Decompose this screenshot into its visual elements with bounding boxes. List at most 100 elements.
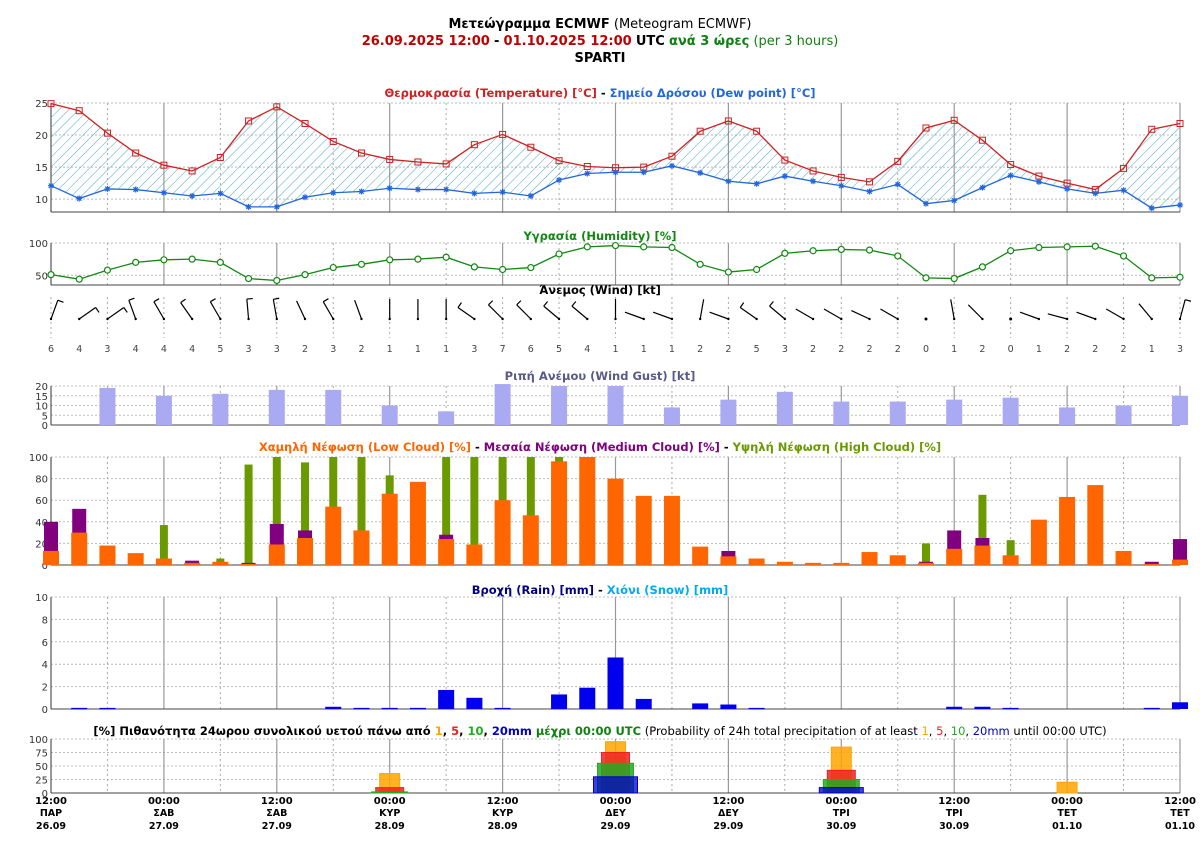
wind-speed-label: 1 <box>415 344 421 355</box>
time-label: 00:00 <box>1051 796 1083 807</box>
temperature-point <box>470 141 478 149</box>
wind-barb-origin <box>981 317 984 321</box>
wind-speed-label: 3 <box>104 344 110 355</box>
low-cloud-bar <box>240 563 257 565</box>
gust-bar <box>663 407 680 425</box>
time-label: 12:00 <box>712 796 744 807</box>
wind-barb <box>180 298 193 320</box>
humidity-point <box>640 243 648 251</box>
temperature-point <box>555 157 563 165</box>
wind-barb <box>516 300 532 320</box>
wind-speed-label: 1 <box>612 344 618 355</box>
probability-bar <box>593 776 638 794</box>
cloud-ytick: 40 <box>35 518 48 529</box>
rain-ytick: 6 <box>42 638 48 649</box>
rain-bar <box>607 657 624 709</box>
gust-bar <box>438 411 455 425</box>
probability-ytick: 100 <box>29 735 48 746</box>
dewpoint-point <box>922 200 929 207</box>
meteogram-header: Μετεώγραμμα ECMWF (Meteogram ECMWF) 26.0… <box>0 16 1200 67</box>
temperature-point <box>273 103 281 111</box>
wind-speed-label: 5 <box>217 344 223 355</box>
rain-bar <box>635 698 652 709</box>
header-title-line: Μετεώγραμμα ECMWF (Meteogram ECMWF) <box>0 16 1200 33</box>
time-label: 12:00 <box>487 796 519 807</box>
low-cloud-bar <box>889 555 906 565</box>
humidity-ytick: 100 <box>29 239 48 250</box>
wind-speed-label: 1 <box>641 344 647 355</box>
wind-barb-origin <box>727 317 730 321</box>
wind-barb <box>107 307 128 320</box>
cloud-ytick: 60 <box>35 496 48 507</box>
temperature-point <box>1148 125 1156 133</box>
dewpoint-point <box>894 181 901 188</box>
humidity-point <box>414 255 422 263</box>
low-cloud-bar <box>1030 519 1047 565</box>
probability-ytick: 50 <box>35 762 48 773</box>
rain-bar <box>1143 707 1160 710</box>
cloud-title-part: Υψηλή Νέφωση (High Cloud) [%] <box>732 440 942 454</box>
temperature-point <box>75 107 83 115</box>
humidity-point <box>1176 273 1184 281</box>
probability-title-part: 20mm <box>973 724 1010 738</box>
dewpoint-point <box>386 185 393 192</box>
high-cloud-bar <box>272 457 281 565</box>
gust-bar <box>325 389 342 425</box>
temperature-point <box>696 127 704 135</box>
wind-barb-origin <box>444 317 448 321</box>
gust-ytick: 10 <box>35 402 48 413</box>
wind-speed-label: 7 <box>500 344 506 355</box>
medium-cloud-bar <box>1144 561 1159 565</box>
low-cloud-bar <box>466 544 483 565</box>
rain-ytick: 8 <box>42 615 48 626</box>
wind-barb-origin <box>953 317 956 321</box>
gust-ytick: 5 <box>42 411 48 422</box>
wind-barb <box>624 311 644 320</box>
wind-speed-label: 2 <box>697 344 703 355</box>
humidity-point <box>301 271 309 279</box>
low-cloud-bar <box>522 515 539 565</box>
wind-barb-origin <box>1150 317 1153 321</box>
probability-title-part: , <box>965 724 972 738</box>
temperature-point <box>724 117 732 125</box>
day-label: ΤΕΤ <box>1057 808 1077 819</box>
day-label: ΔΕΥ <box>718 808 739 819</box>
day-label: ΚΥΡ <box>492 808 513 819</box>
day-label: ΤΕΤ <box>1170 808 1190 819</box>
wind-speed-label: 3 <box>1177 344 1183 355</box>
cloud-ytick: 20 <box>35 539 48 550</box>
wind-barb-origin <box>811 317 815 321</box>
wind-speed-label: 1 <box>443 344 449 355</box>
wind-barb-origin <box>162 317 166 321</box>
cloud-title-part: - <box>720 440 733 454</box>
wind-barb-origin <box>360 317 363 321</box>
wind-barb <box>153 298 165 320</box>
header-date-line: 26.09.2025 12:00 - 01.10.2025 12:00 UTC … <box>0 33 1200 50</box>
gust-ytick: 20 <box>35 382 48 393</box>
temperature-point <box>386 155 394 163</box>
header-step-gr: ανά 3 ώρες <box>668 34 750 49</box>
date-label: 29.09 <box>600 821 630 832</box>
date-label: 29.09 <box>713 821 743 832</box>
low-cloud-bar <box>212 561 229 565</box>
high-cloud-bar <box>978 494 987 565</box>
temperature-point <box>837 173 845 181</box>
time-label: 12:00 <box>261 796 293 807</box>
humidity-point <box>1035 243 1043 252</box>
temperature-point <box>753 127 761 135</box>
temperature-ytick: 10 <box>35 195 48 206</box>
dewpoint-point <box>781 173 788 180</box>
wind-barb-origin <box>190 317 194 321</box>
wind-barb-origin <box>501 317 504 321</box>
temperature-point <box>216 154 224 161</box>
low-cloud-bar <box>438 539 455 565</box>
rain-ytick: 0 <box>42 705 48 716</box>
wind-speed-label: 4 <box>161 344 167 355</box>
wind-barb-origin <box>840 317 843 321</box>
wind-barb-origin <box>586 317 589 321</box>
wind-barb <box>457 302 475 320</box>
low-cloud-bar <box>1143 563 1160 565</box>
probability-title-part: [%] Πιθανότητα 24ωρου συνολικού υετού πά… <box>93 724 434 738</box>
dewpoint-point <box>330 189 337 196</box>
low-cloud-bar <box>99 545 116 565</box>
